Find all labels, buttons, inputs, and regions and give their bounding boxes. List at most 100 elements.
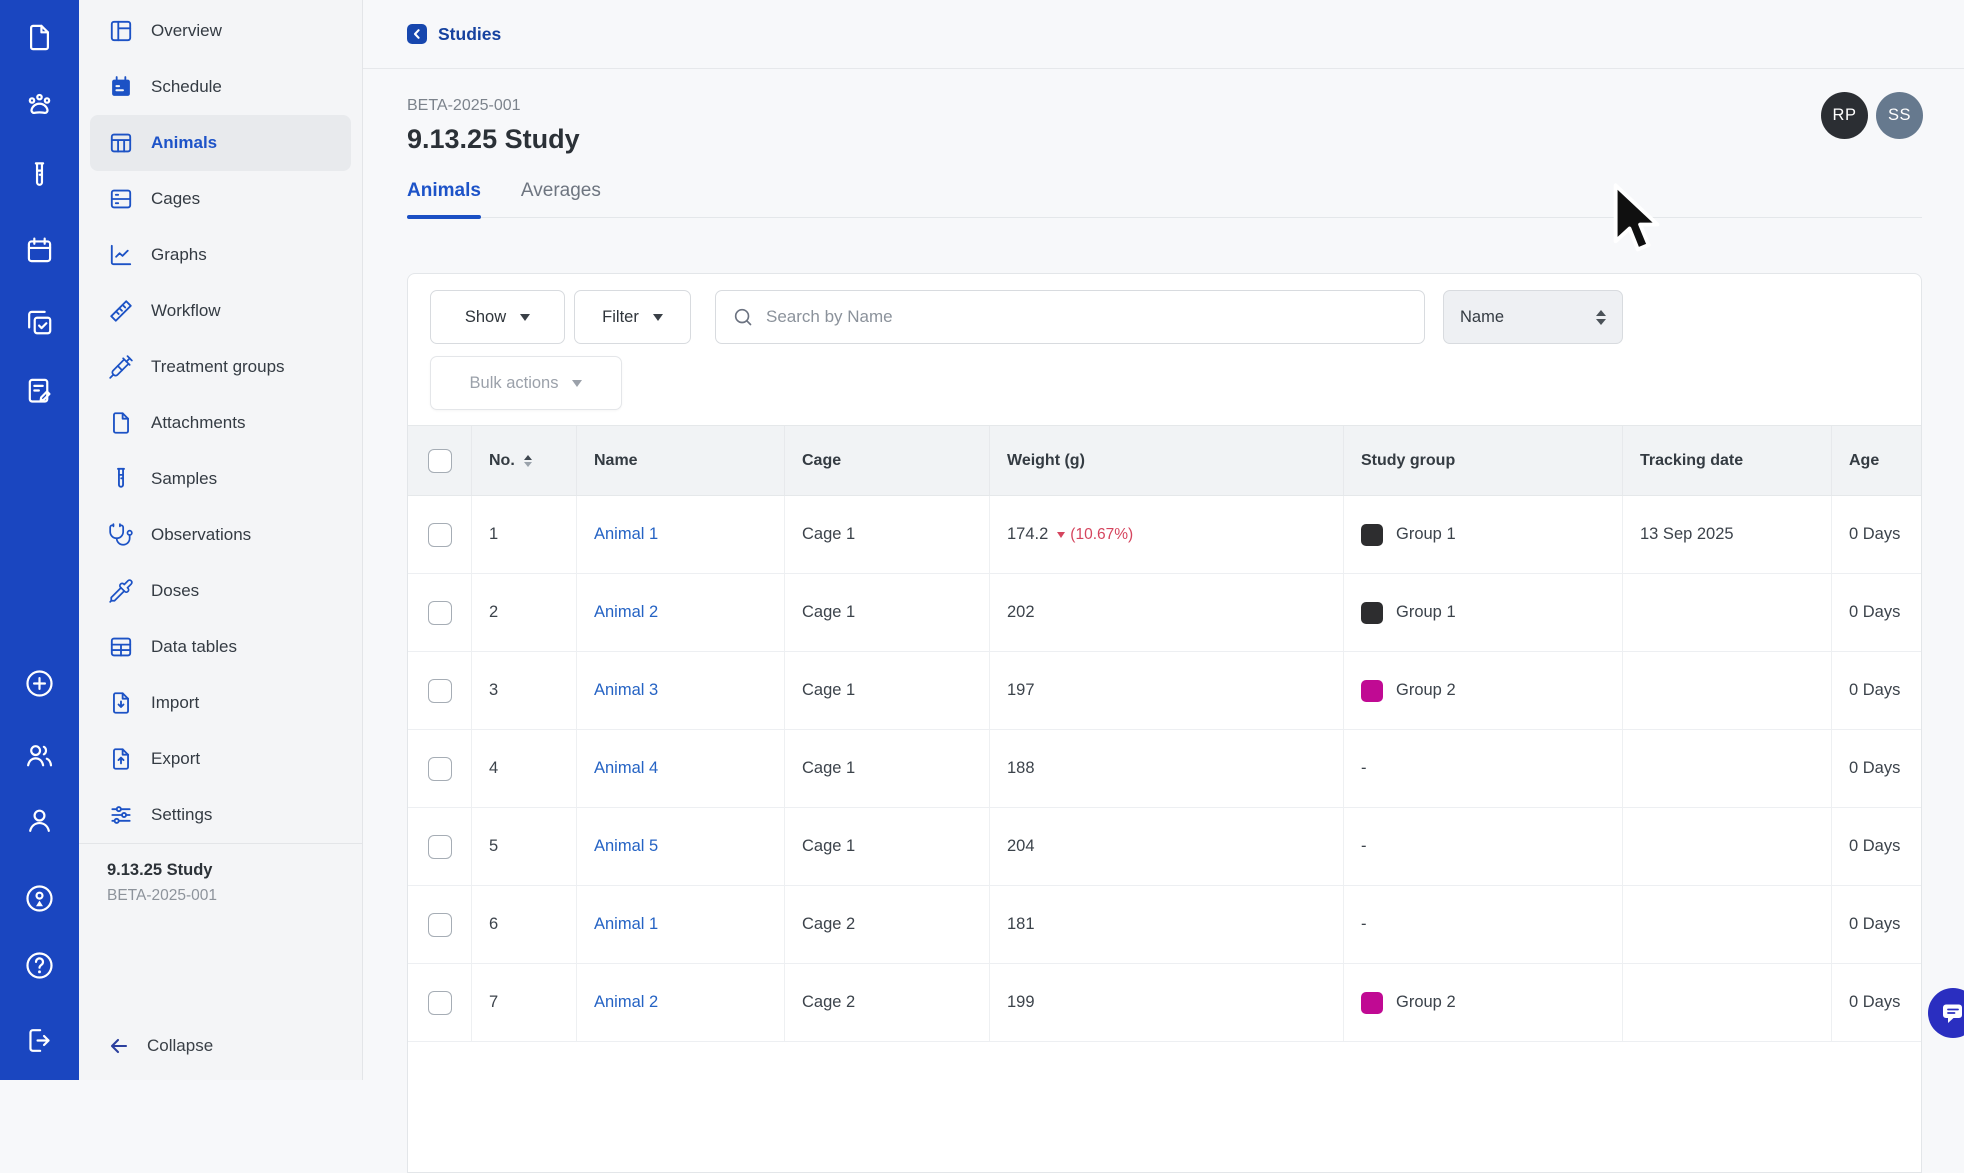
sidebar-item-settings[interactable]: Settings bbox=[79, 787, 362, 843]
page-title: 9.13.25 Study bbox=[407, 124, 1922, 155]
sidebar-nav: Overview ScheduleAnimalsCagesGraphsWorkfl… bbox=[79, 0, 362, 843]
weight-value: 174.2 bbox=[1007, 525, 1048, 544]
row-select-cell bbox=[408, 574, 472, 651]
sidebar-item-workflow[interactable]: Workflow bbox=[79, 283, 362, 339]
file-up-icon bbox=[108, 746, 134, 772]
user-icon[interactable] bbox=[24, 805, 55, 836]
column-header-no[interactable]: No. bbox=[472, 426, 577, 495]
sidebar-item-label: Observations bbox=[151, 525, 251, 545]
app-icon-rail bbox=[0, 0, 79, 1080]
collapse-label: Collapse bbox=[147, 1036, 213, 1056]
cell-tracking-date bbox=[1623, 574, 1832, 651]
sort-by-select[interactable]: Name bbox=[1443, 290, 1623, 344]
document-icon[interactable] bbox=[24, 22, 55, 53]
tab-averages[interactable]: Averages bbox=[521, 180, 601, 217]
cell-age: 0 Days bbox=[1832, 496, 1921, 573]
row-checkbox[interactable] bbox=[428, 601, 452, 625]
avatar-rp[interactable]: RP bbox=[1821, 92, 1868, 139]
cell-tracking-date bbox=[1623, 730, 1832, 807]
row-checkbox[interactable] bbox=[428, 913, 452, 937]
animal-link[interactable]: Animal 1 bbox=[594, 525, 658, 544]
filter-dropdown-button[interactable]: Filter bbox=[574, 290, 691, 344]
sidebar-item-observations[interactable]: Observations bbox=[79, 507, 362, 563]
row-select-cell bbox=[408, 964, 472, 1041]
weight-value: 188 bbox=[1007, 759, 1035, 778]
select-all-cell bbox=[408, 426, 472, 495]
animal-link[interactable]: Animal 2 bbox=[594, 603, 658, 622]
rows-icon bbox=[108, 186, 134, 212]
animal-link[interactable]: Animal 2 bbox=[594, 993, 658, 1012]
row-select-cell bbox=[408, 886, 472, 963]
weight-value: 181 bbox=[1007, 915, 1035, 934]
table-row: 7Animal 2Cage 2199Group 20 Days bbox=[408, 964, 1921, 1042]
animal-link[interactable]: Animal 5 bbox=[594, 837, 658, 856]
cell-age: 0 Days bbox=[1832, 574, 1921, 651]
notes-icon[interactable] bbox=[24, 375, 55, 406]
avatar-ss[interactable]: SS bbox=[1876, 92, 1923, 139]
table-icon bbox=[108, 634, 134, 660]
row-checkbox[interactable] bbox=[428, 991, 452, 1015]
sidebar-item-treatment-groups[interactable]: Treatment groups bbox=[79, 339, 362, 395]
sidebar-item-label: Settings bbox=[151, 805, 212, 825]
animal-link[interactable]: Animal 4 bbox=[594, 759, 658, 778]
sidebar-item-cages[interactable]: Cages bbox=[79, 171, 362, 227]
breadcrumb-bar: Studies bbox=[363, 0, 1964, 69]
breadcrumb-label: Studies bbox=[438, 24, 501, 45]
animal-link[interactable]: Animal 3 bbox=[594, 681, 658, 700]
paw-icon[interactable] bbox=[24, 89, 55, 120]
search-input[interactable] bbox=[766, 307, 1408, 327]
collapse-sidebar-button[interactable]: Collapse bbox=[107, 1034, 213, 1058]
cell-tracking-date bbox=[1623, 964, 1832, 1041]
show-dropdown-button[interactable]: Show bbox=[430, 290, 565, 344]
row-checkbox[interactable] bbox=[428, 523, 452, 547]
sidebar-item-export[interactable]: Export bbox=[79, 731, 362, 787]
cell-name: Animal 5 bbox=[577, 808, 785, 885]
add-circle-icon[interactable] bbox=[24, 668, 55, 699]
select-all-checkbox[interactable] bbox=[428, 449, 452, 473]
animal-link[interactable]: Animal 1 bbox=[594, 915, 658, 934]
sidebar-item-data-tables[interactable]: Data tables bbox=[79, 619, 362, 675]
calendar-icon[interactable] bbox=[24, 235, 55, 266]
column-header-name[interactable]: Name bbox=[577, 426, 785, 495]
sidebar-item-schedule[interactable]: Schedule bbox=[79, 59, 362, 115]
column-header-weight[interactable]: Weight (g) bbox=[990, 426, 1344, 495]
cell-age: 0 Days bbox=[1832, 964, 1921, 1041]
presenter-icon[interactable] bbox=[24, 883, 55, 914]
chart-icon bbox=[108, 242, 134, 268]
bulk-actions-button[interactable]: Bulk actions bbox=[430, 356, 622, 410]
row-checkbox[interactable] bbox=[428, 679, 452, 703]
tab-animals[interactable]: Animals bbox=[407, 180, 481, 217]
table-toolbar: Show Filter Name bbox=[408, 274, 1921, 425]
sidebar-item-overview[interactable]: Overview bbox=[79, 3, 362, 59]
group-label: - bbox=[1361, 759, 1367, 778]
sidebar-item-animals[interactable]: Animals bbox=[90, 115, 351, 171]
help-icon[interactable] bbox=[24, 950, 55, 981]
column-header-study-group[interactable]: Study group bbox=[1344, 426, 1623, 495]
weight-value: 199 bbox=[1007, 993, 1035, 1012]
table-row: 5Animal 5Cage 1204-0 Days bbox=[408, 808, 1921, 886]
sidebar-item-label: Samples bbox=[151, 469, 217, 489]
file-icon bbox=[108, 410, 134, 436]
stethoscope-icon bbox=[108, 522, 134, 548]
sidebar-item-import[interactable]: Import bbox=[79, 675, 362, 731]
table-row: 2Animal 2Cage 1202Group 10 Days bbox=[408, 574, 1921, 652]
sidebar-item-doses[interactable]: Doses bbox=[79, 563, 362, 619]
tasks-icon[interactable] bbox=[24, 307, 55, 338]
sort-chevrons-icon bbox=[1596, 310, 1606, 325]
column-header-tracking-date[interactable]: Tracking date bbox=[1623, 426, 1832, 495]
row-checkbox[interactable] bbox=[428, 835, 452, 859]
row-checkbox[interactable] bbox=[428, 757, 452, 781]
sidebar-item-label: Overview bbox=[151, 21, 222, 41]
team-icon[interactable] bbox=[24, 740, 55, 771]
column-header-cage[interactable]: Cage bbox=[785, 426, 990, 495]
sidebar-item-attachments[interactable]: Attachments bbox=[79, 395, 362, 451]
logout-icon[interactable] bbox=[24, 1025, 55, 1056]
breadcrumb-studies-link[interactable]: Studies bbox=[407, 24, 501, 45]
sidebar-item-samples[interactable]: Samples bbox=[79, 451, 362, 507]
sidebar-item-graphs[interactable]: Graphs bbox=[79, 227, 362, 283]
test-tube-icon[interactable] bbox=[24, 160, 55, 191]
column-header-age[interactable]: Age bbox=[1832, 426, 1921, 495]
chevron-down-icon bbox=[653, 314, 663, 321]
group-label: - bbox=[1361, 915, 1367, 934]
cell-no: 7 bbox=[472, 964, 577, 1041]
